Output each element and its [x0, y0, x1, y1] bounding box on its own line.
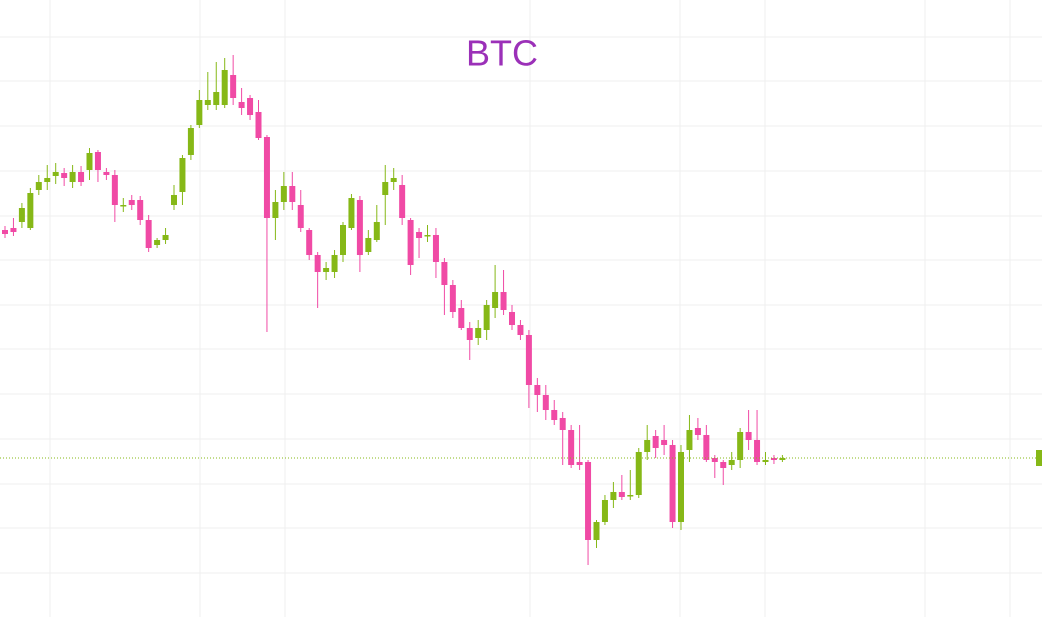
- candle-body: [171, 195, 177, 205]
- candle-body: [196, 100, 203, 125]
- candle-body: [2, 230, 8, 234]
- candle-body: [356, 200, 363, 255]
- candle-body: [297, 205, 304, 228]
- candle-body: [69, 172, 76, 182]
- candle-body: [737, 432, 744, 460]
- candle-body: [618, 492, 625, 497]
- candle-body: [441, 262, 448, 285]
- candle-body: [331, 255, 338, 272]
- candle-body: [779, 458, 786, 460]
- candle-body: [27, 193, 34, 228]
- candle-body: [373, 222, 380, 240]
- candle-body: [314, 255, 321, 272]
- candle-body: [162, 235, 169, 240]
- candle-body: [720, 462, 727, 468]
- candle-body: [593, 522, 600, 540]
- candle-body: [449, 285, 456, 312]
- candle-body: [365, 238, 372, 252]
- candle-body: [86, 153, 93, 170]
- candle-body: [416, 232, 423, 238]
- candle-body: [323, 268, 330, 272]
- candle-body: [390, 178, 397, 182]
- candle-body: [44, 178, 51, 182]
- candle-body: [289, 186, 296, 202]
- candle-body: [745, 432, 752, 440]
- candle-body: [754, 440, 761, 462]
- candle-body: [145, 220, 152, 248]
- candle-body: [35, 182, 42, 190]
- candle-body: [103, 172, 110, 175]
- candle-body: [348, 198, 355, 228]
- candle-body: [306, 230, 313, 255]
- candle-body: [263, 137, 270, 218]
- candle-body: [711, 458, 718, 462]
- candle-body: [585, 462, 592, 540]
- last-price-marker: [1036, 450, 1042, 466]
- candle-body: [424, 235, 431, 237]
- candle-body: [94, 152, 101, 170]
- candle-body: [432, 235, 439, 262]
- candle-body: [525, 335, 532, 385]
- candle-body: [18, 208, 25, 222]
- candle-body: [559, 418, 566, 430]
- candle-body: [686, 430, 693, 450]
- candle-body: [762, 460, 769, 462]
- chart-title: BTC: [466, 33, 538, 74]
- candle-body: [128, 200, 135, 205]
- candle-body: [669, 445, 676, 522]
- candle-body: [492, 292, 499, 308]
- candle-body: [475, 328, 482, 338]
- candle-body: [568, 430, 575, 465]
- candle-body: [10, 228, 17, 232]
- candle-body: [382, 182, 389, 195]
- candle-body: [728, 460, 735, 465]
- candle-body: [111, 175, 118, 205]
- candle-body: [61, 173, 68, 178]
- candles: [0, 55, 1042, 565]
- candle-body: [500, 292, 507, 310]
- candle-body: [483, 305, 490, 330]
- candle-body: [255, 112, 262, 138]
- candle-body: [576, 462, 583, 465]
- candle-body: [221, 70, 228, 105]
- candle-body: [340, 225, 346, 255]
- candle-body: [154, 240, 161, 245]
- candle-body: [661, 440, 668, 445]
- candle-body: [551, 410, 558, 420]
- candle-body: [466, 328, 473, 340]
- candle-body: [694, 428, 701, 435]
- candle-body: [627, 495, 634, 497]
- candle-body: [272, 202, 279, 218]
- candle-body: [52, 172, 59, 176]
- candle-body: [644, 440, 651, 452]
- candle-body: [652, 436, 659, 448]
- candle-body: [399, 185, 406, 218]
- candle-body: [770, 458, 777, 460]
- candle-body: [542, 395, 549, 410]
- candle-body: [601, 500, 608, 522]
- candle-body: [187, 128, 194, 155]
- candle-body: [204, 100, 211, 105]
- candle-body: [280, 186, 287, 202]
- candle-body: [247, 98, 254, 115]
- candle-body: [509, 312, 515, 325]
- candle-body: [230, 75, 237, 98]
- candle-body: [534, 385, 541, 395]
- candle-body: [703, 435, 710, 460]
- candle-body: [137, 200, 144, 220]
- candle-body: [213, 92, 220, 105]
- candle-body: [635, 452, 642, 495]
- candle-body: [78, 172, 85, 182]
- candle-body: [120, 205, 127, 207]
- candle-body: [238, 102, 245, 108]
- candle-body: [517, 325, 524, 335]
- candle-body: [407, 220, 414, 265]
- candle-body: [179, 158, 186, 192]
- candle-body: [610, 492, 617, 500]
- candle-body: [678, 452, 684, 522]
- candle-body: [458, 308, 465, 328]
